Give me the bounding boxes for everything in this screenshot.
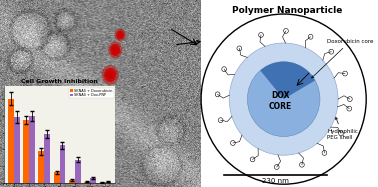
Circle shape	[247, 62, 320, 137]
Ellipse shape	[118, 32, 122, 38]
Ellipse shape	[101, 106, 109, 114]
Bar	[8, 99, 14, 183]
Wedge shape	[260, 62, 315, 99]
Bar	[59, 145, 65, 183]
Ellipse shape	[104, 68, 116, 82]
Bar	[75, 160, 81, 183]
Bar	[14, 117, 20, 183]
Ellipse shape	[98, 104, 112, 116]
Bar	[99, 182, 105, 183]
Ellipse shape	[110, 44, 120, 56]
Ellipse shape	[102, 65, 119, 85]
Text: DOX
CORE: DOX CORE	[268, 91, 292, 111]
Ellipse shape	[116, 30, 124, 39]
Title: Cell Growth Inhibition: Cell Growth Inhibition	[21, 79, 98, 84]
Ellipse shape	[112, 46, 118, 54]
Bar	[84, 182, 90, 183]
Bar	[44, 134, 50, 183]
Circle shape	[229, 43, 338, 155]
Bar	[90, 178, 96, 183]
Bar	[29, 116, 35, 183]
Ellipse shape	[20, 147, 40, 163]
Text: 230 nm: 230 nm	[262, 178, 289, 184]
Bar	[54, 172, 59, 183]
Bar	[69, 180, 75, 183]
Ellipse shape	[95, 102, 115, 118]
Ellipse shape	[26, 151, 34, 159]
Legend: SKNAS + Doxorubicin, SKNAS + Dox-PNP: SKNAS + Doxorubicin, SKNAS + Dox-PNP	[69, 88, 113, 98]
Ellipse shape	[107, 71, 114, 79]
Ellipse shape	[23, 149, 37, 161]
Ellipse shape	[108, 42, 122, 58]
Bar	[39, 151, 44, 183]
Text: Hydrophilic
PEG shell: Hydrophilic PEG shell	[327, 117, 358, 140]
Bar	[105, 182, 111, 183]
Bar	[23, 120, 29, 183]
Ellipse shape	[115, 29, 126, 41]
Circle shape	[201, 14, 366, 184]
Text: Doxorubicin core: Doxorubicin core	[311, 39, 373, 78]
Text: Polymer Nanoparticle: Polymer Nanoparticle	[232, 6, 342, 15]
